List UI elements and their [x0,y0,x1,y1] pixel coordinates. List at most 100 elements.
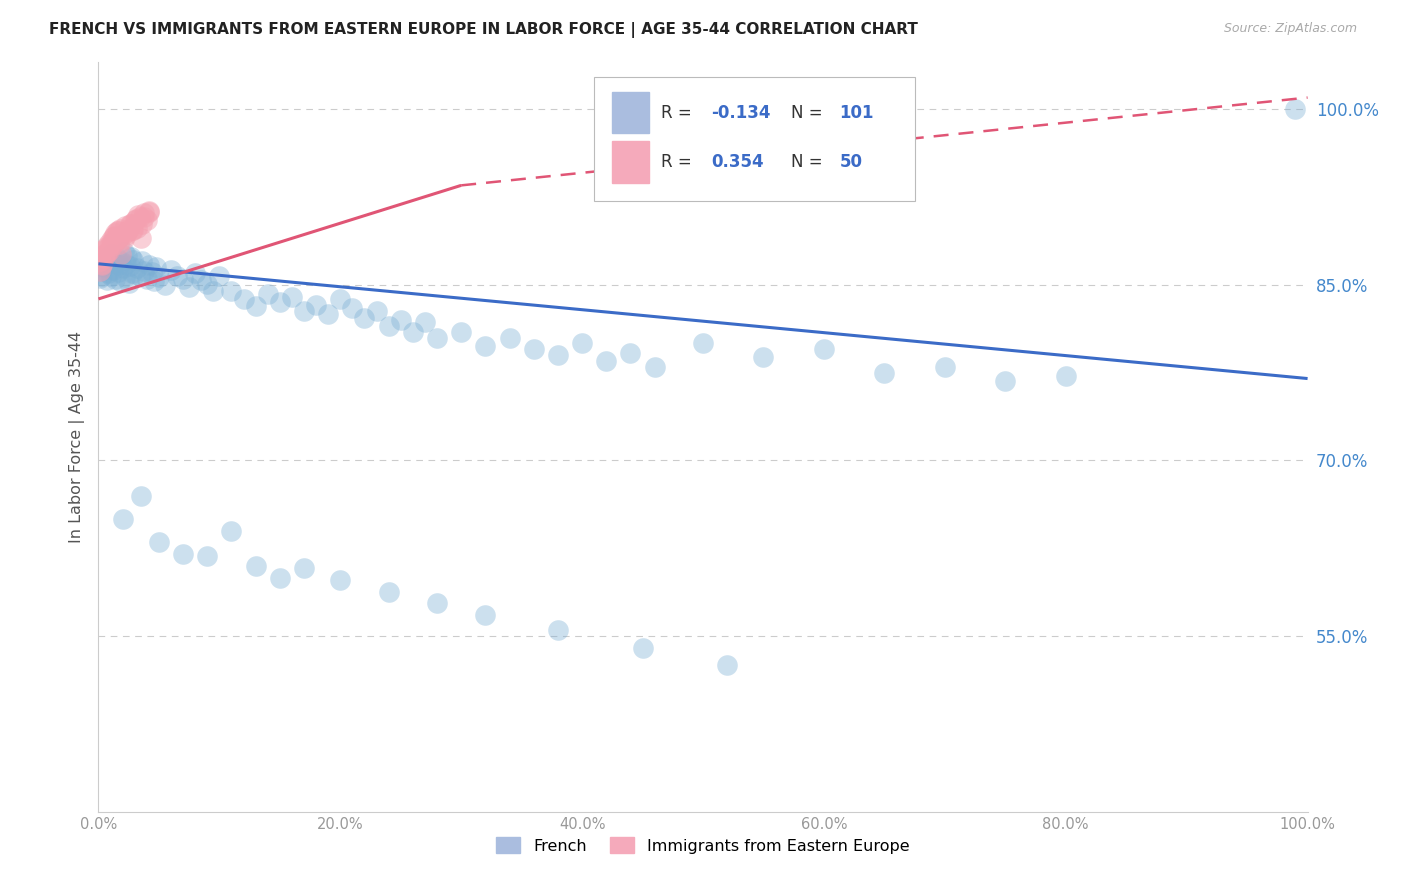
Immigrants from Eastern Europe [111,227,134,242]
Immigrants from Eastern Europe [96,246,118,260]
French [208,268,231,283]
Immigrants from Eastern Europe [93,250,115,264]
French [523,343,546,357]
French [153,277,176,292]
Immigrants from Eastern Europe [125,212,148,227]
French [450,325,472,339]
Immigrants from Eastern Europe [118,221,141,235]
Immigrants from Eastern Europe [114,219,136,234]
French [108,274,131,288]
French [91,268,114,283]
French [377,318,399,333]
French [179,280,201,294]
French [221,524,243,538]
French [474,608,496,623]
French [752,351,775,365]
French [90,264,112,278]
Immigrants from Eastern Europe [112,232,135,246]
French [111,512,134,526]
Text: 101: 101 [839,103,875,121]
Immigrants from Eastern Europe [138,205,160,219]
French [256,287,278,301]
Immigrants from Eastern Europe [120,217,142,231]
French [426,330,449,344]
Immigrants from Eastern Europe [91,257,114,271]
Immigrants from Eastern Europe [100,239,122,253]
French [195,549,218,564]
Text: 0.354: 0.354 [711,153,763,171]
French [96,273,118,287]
French [128,268,150,283]
French [141,265,163,279]
French [202,284,225,298]
Immigrants from Eastern Europe [131,217,153,231]
Immigrants from Eastern Europe [127,220,149,235]
French [813,343,835,357]
French [135,272,157,286]
French [595,354,617,368]
French [107,265,129,279]
French [117,249,139,263]
Immigrants from Eastern Europe [134,210,156,224]
French [172,547,194,561]
French [269,295,291,310]
Immigrants from Eastern Europe [110,247,132,261]
French [873,366,896,380]
French [1054,369,1077,384]
Immigrants from Eastern Europe [89,254,111,268]
Immigrants from Eastern Europe [104,227,127,241]
Text: Source: ZipAtlas.com: Source: ZipAtlas.com [1223,22,1357,36]
French [105,251,128,265]
Immigrants from Eastern Europe [127,208,149,222]
French [413,315,436,329]
Text: 50: 50 [839,153,863,171]
French [994,374,1017,388]
French [269,571,291,585]
French [547,348,569,362]
French [118,276,141,290]
French [138,258,160,272]
Immigrants from Eastern Europe [107,224,129,238]
Immigrants from Eastern Europe [90,249,112,263]
French [120,250,142,264]
Immigrants from Eastern Europe [129,231,152,245]
French [91,253,114,268]
French [329,573,352,587]
French [305,298,328,312]
FancyBboxPatch shape [595,78,915,201]
Immigrants from Eastern Europe [134,206,156,220]
Immigrants from Eastern Europe [108,221,131,235]
French [97,266,120,280]
French [111,261,134,276]
French [143,274,166,288]
French [122,253,145,268]
French [184,266,207,280]
Immigrants from Eastern Europe [117,225,139,239]
French [98,252,121,266]
French [426,596,449,610]
French [245,299,267,313]
Immigrants from Eastern Europe [122,223,145,237]
Immigrants from Eastern Europe [89,264,111,278]
Immigrants from Eastern Europe [124,213,146,227]
French [166,268,188,283]
Immigrants from Eastern Europe [103,228,125,243]
French [619,345,641,359]
French [292,561,315,575]
French [100,247,122,261]
French [131,254,153,268]
Text: N =: N = [792,153,828,171]
French [377,584,399,599]
French [316,307,339,321]
French [221,284,243,298]
French [101,262,124,277]
French [104,272,127,286]
French [112,245,135,260]
French [108,258,131,272]
Immigrants from Eastern Europe [97,236,120,251]
French [110,254,132,268]
French [89,271,111,285]
French [114,269,136,284]
Text: FRENCH VS IMMIGRANTS FROM EASTERN EUROPE IN LABOR FORCE | AGE 35-44 CORRELATION : FRENCH VS IMMIGRANTS FROM EASTERN EUROPE… [49,22,918,38]
Bar [613,142,648,183]
